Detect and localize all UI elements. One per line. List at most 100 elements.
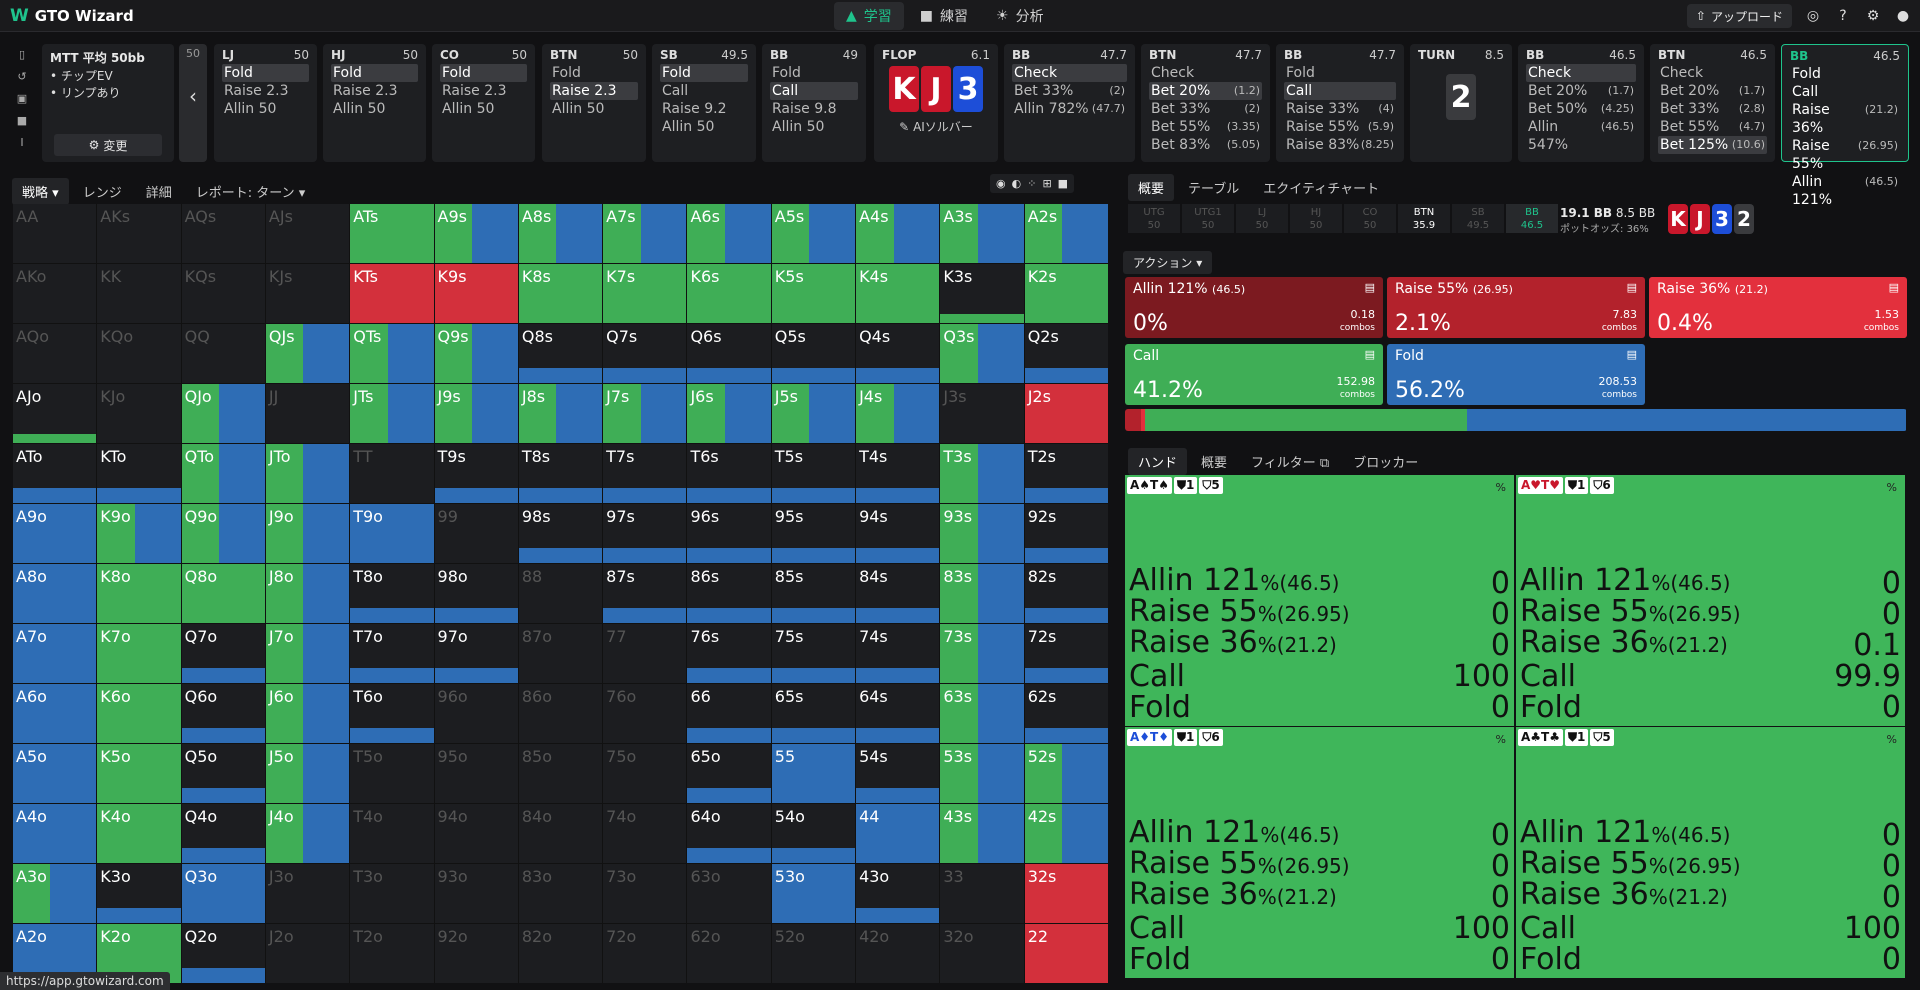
note-icon[interactable]: ▤ [1626,281,1637,294]
tab-summary[interactable]: 概要 [1201,456,1228,471]
hand-cell[interactable]: T3o [350,864,434,923]
position-bb[interactable]: BB 46.5 [1506,204,1558,233]
node-action[interactable]: Allin 121% (46.5) [1790,173,1900,209]
hand-cell[interactable]: K8s [518,264,603,323]
node-bb[interactable]: BB 47.7 Check Bet 33% (2) Allin 782% (47.7) [1004,44,1135,162]
hand-cell[interactable]: 94s [856,504,940,563]
change-button[interactable]: ⚙ 変更 [54,134,162,156]
hand-cell[interactable]: A4o [13,804,97,863]
node-action[interactable]: Bet 33% (2) [1149,100,1262,118]
hand-cell[interactable]: J9s [434,384,518,443]
hand-cell[interactable]: KK [97,264,181,323]
hand-cell[interactable]: QTs [350,324,434,383]
node-btn[interactable]: BTN 47.7 Check Bet 20% (1.2) Bet 33% (2) Bet 55… [1141,44,1270,162]
upload-button[interactable]: ⇧ アップロード [1686,4,1792,28]
node-action[interactable]: Fold [1790,65,1900,83]
hand-cell[interactable]: K3o [97,864,181,923]
hand-cell[interactable]: 84o [518,804,603,863]
hand-cell[interactable]: T5s [771,444,856,503]
hand-cell[interactable]: 94o [434,804,518,863]
hand-cell[interactable]: 88 [518,564,603,623]
position-lj[interactable]: LJ 50 [1236,204,1288,233]
tab-overview[interactable]: 概要 [1128,174,1175,201]
tab-hands[interactable]: ハンド [1128,448,1188,475]
node-hj[interactable]: HJ 50 Fold Raise 2.3 Allin 50 [323,44,426,162]
hand-cell[interactable]: 87s [603,564,687,623]
hand-cell[interactable]: 73s [940,624,1024,683]
hand-cell[interactable]: J4s [856,384,940,443]
hand-cell[interactable]: 55 [771,744,856,803]
hand-cell[interactable]: 44 [856,804,940,863]
contrast-icon[interactable]: ◐ [1011,177,1022,190]
node-action[interactable]: Bet 125% (10.6) [1658,136,1767,154]
hand-card[interactable]: A♦T♦ ⛊1 ⛉6% Allin 121%(46.5) 0 Raise 55%(26.9… [1125,727,1514,978]
node-action[interactable]: Call [660,82,748,100]
hand-cell[interactable]: T8o [350,564,434,623]
hand-cell[interactable]: 74s [856,624,940,683]
node-action[interactable]: Fold [331,64,418,82]
hand-cell[interactable]: 33 [940,864,1024,923]
hand-cell[interactable]: 82s [1024,564,1108,623]
nav-analyze[interactable]: ☀ 分析 [984,2,1056,30]
hand-cell[interactable]: 75s [771,624,856,683]
hand-cell[interactable]: 72o [603,924,687,983]
position-sb[interactable]: SB 49.5 [1452,204,1504,233]
hand-cell[interactable]: QQ [181,324,265,383]
position-utg1[interactable]: UTG1 50 [1182,204,1234,233]
node-action[interactable]: Bet 50% (4.25) [1526,100,1636,118]
hand-cell[interactable]: 65s [771,684,856,743]
action-box[interactable]: Allin 121% (46.5) ▤ 0% 0.18 combos [1125,277,1383,338]
square-icon[interactable]: ■ [1057,177,1069,190]
hand-cell[interactable]: 43o [856,864,940,923]
hand-cell[interactable]: K4s [856,264,940,323]
hand-cell[interactable]: A8s [518,204,603,263]
hand-cell[interactable]: KQo [97,324,181,383]
grid-small-icon[interactable]: ⁘ [1027,177,1037,190]
hand-cell[interactable]: K9o [97,504,181,563]
hand-cell[interactable]: A4s [856,204,940,263]
hand-cell[interactable]: K7s [603,264,687,323]
node-bb[interactable]: BB 46.5 Fold Call Raise 36% (21.2) Raise 55% (2… [1781,44,1909,208]
hand-cell[interactable]: K3s [940,264,1024,323]
practice-icon[interactable]: ■ [16,114,28,127]
hand-cell[interactable]: AJs [265,204,350,263]
hand-cell[interactable]: AA [13,204,97,263]
hand-cell[interactable]: T4s [856,444,940,503]
node-action[interactable]: Call [770,82,858,100]
node-action[interactable]: Check [1012,64,1127,82]
hand-cell[interactable]: KJo [97,384,181,443]
hand-cell[interactable]: AQo [13,324,97,383]
hand-cell[interactable]: 75o [603,744,687,803]
hand-cell[interactable]: A3s [940,204,1024,263]
hand-cell[interactable]: J3o [265,864,350,923]
hand-cell[interactable]: 54s [856,744,940,803]
action-box[interactable]: Fold ▤ 56.2% 208.53 combos [1387,344,1645,405]
node-action[interactable]: Raise 2.3 [550,82,638,100]
hand-cell[interactable]: 43s [940,804,1024,863]
hand-cell[interactable]: 63o [687,864,771,923]
node-action[interactable]: Bet 55% (4.7) [1658,118,1767,136]
node-action[interactable]: Check [1149,64,1262,82]
hand-cell[interactable]: TT [350,444,434,503]
node-co[interactable]: CO 50 Fold Raise 2.3 Allin 50 [432,44,535,162]
hand-cell[interactable]: K7o [97,624,181,683]
screenshot-icon[interactable]: ◎ [1806,8,1820,24]
hand-cell[interactable]: J8s [518,384,603,443]
hand-cell[interactable]: 85o [518,744,603,803]
hand-cell[interactable]: 42s [1024,804,1108,863]
hand-cell[interactable]: Q2o [181,924,265,983]
node-action[interactable]: Call [1284,82,1396,100]
hand-cell[interactable]: K9s [434,264,518,323]
hand-cell[interactable]: J6s [687,384,771,443]
node-action[interactable]: Allin 782% (47.7) [1012,100,1127,118]
user-avatar-icon[interactable]: ● [1896,8,1910,24]
node-bb[interactable]: BB 49 Fold Call Raise 9.8 Allin 50 [762,44,866,162]
hand-cell[interactable]: 97s [603,504,687,563]
hand-cell[interactable]: T7s [603,444,687,503]
hand-cell[interactable]: 83s [940,564,1024,623]
hand-cell[interactable]: 76s [687,624,771,683]
text-cursor-icon[interactable]: I [20,136,24,149]
hand-cell[interactable]: 87o [518,624,603,683]
hand-cell[interactable]: 95o [434,744,518,803]
hand-cell[interactable]: 76o [603,684,687,743]
